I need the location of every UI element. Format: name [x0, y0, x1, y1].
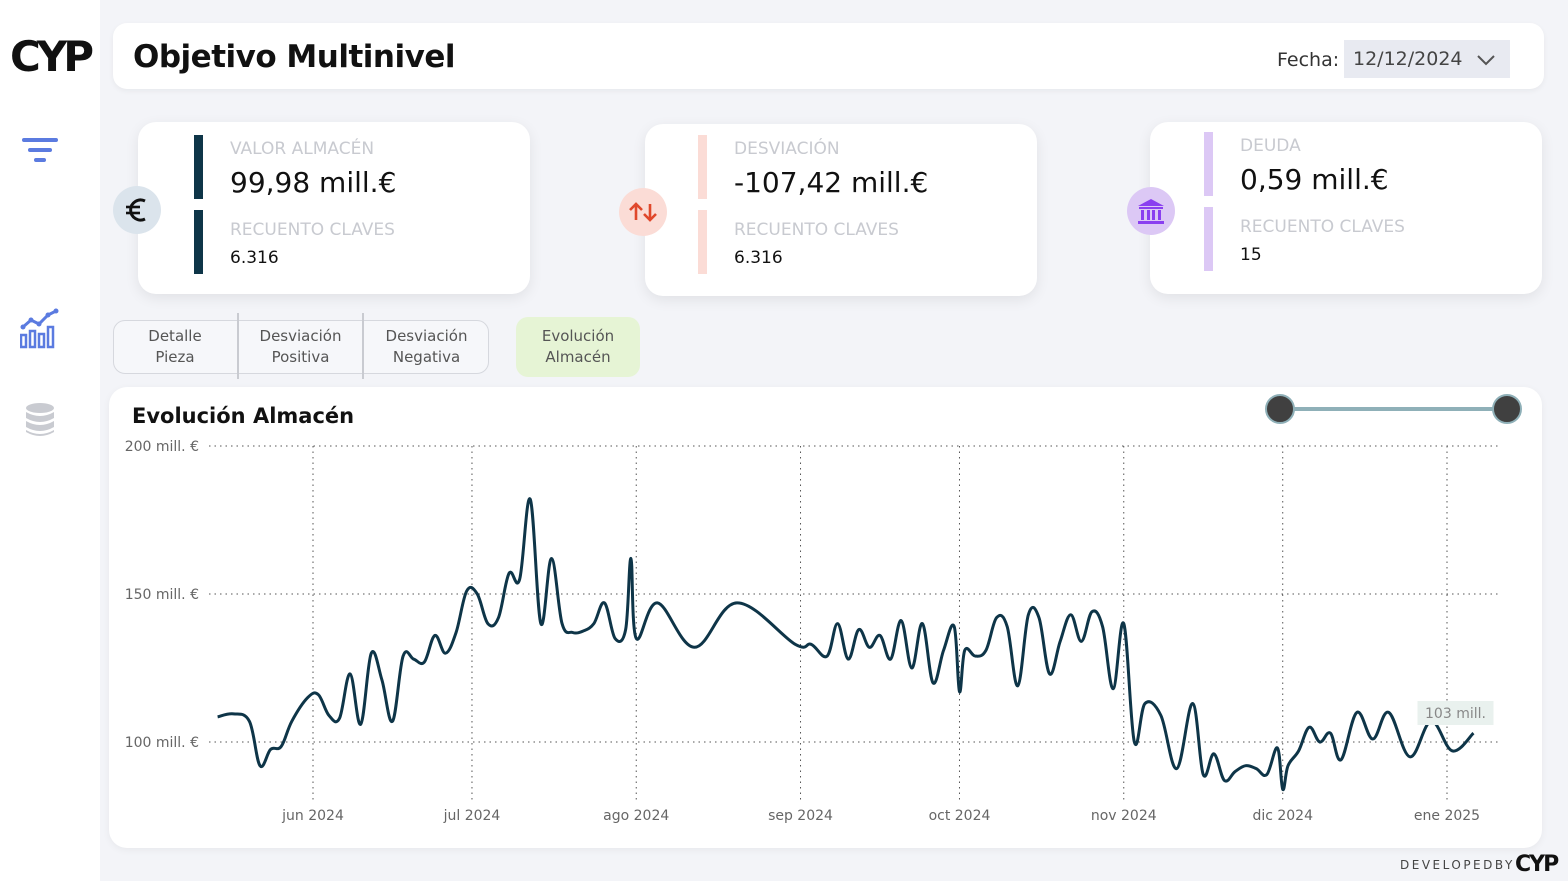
- kpi-accent-bar: [194, 210, 203, 274]
- line-chart: 200 mill. € 150 mill. € 100 mill. € jun 202…: [125, 394, 1522, 824]
- kpi-value: 0,59 mill.€: [1240, 163, 1389, 196]
- x-tick-label: ago 2024: [603, 808, 669, 824]
- kpi-accent-bar: [1204, 207, 1213, 271]
- filter-icon[interactable]: [20, 130, 60, 170]
- page-title: Objetivo Multinivel: [133, 39, 455, 75]
- tab-label: Detalle: [148, 327, 202, 345]
- tab-divider: [362, 313, 364, 379]
- kpi-label: DESVIACIÓN: [734, 139, 840, 159]
- header-bar: Objetivo Multinivel Fecha: 12/12/2024: [113, 23, 1544, 89]
- tab-divider: [237, 313, 239, 379]
- kpi-value: -107,42 mill.€: [734, 166, 929, 199]
- kpi-accent-bar: [698, 210, 707, 274]
- tab-evolucion-almacen[interactable]: Evolución Almacén: [516, 317, 640, 377]
- kpi-value: 99,98 mill.€: [230, 166, 397, 199]
- range-slider-handle-start[interactable]: [1265, 394, 1295, 424]
- kpi-card-deuda: [1150, 122, 1542, 294]
- kpi-accent-bar: [194, 135, 203, 199]
- kpi-accent-bar: [1204, 132, 1213, 196]
- tab-desviacion-positiva[interactable]: Desviación Positiva: [239, 320, 362, 374]
- kpi-count: 6.316: [734, 248, 783, 268]
- range-slider-handle-end[interactable]: [1492, 394, 1522, 424]
- chart-icon[interactable]: [20, 308, 60, 349]
- kpi-count: 6.316: [230, 248, 279, 268]
- chart-title: Evolución Almacén: [132, 404, 355, 428]
- y-tick-label: 100 mill. €: [125, 735, 199, 751]
- tab-label: Positiva: [271, 348, 330, 366]
- arrows-up-down-icon: [619, 188, 667, 236]
- footer-developed-by: DEVELOPEDBY: [1400, 858, 1515, 872]
- data-label-background: [1417, 701, 1494, 725]
- tab-desviacion-negativa[interactable]: Desviación Negativa: [364, 320, 489, 374]
- data-label-last-value: 103 mill.: [1425, 706, 1486, 722]
- sidebar: CYP: [0, 0, 100, 881]
- footer-logo: CYP: [1515, 852, 1559, 877]
- date-label: Fecha:: [1277, 49, 1340, 71]
- tab-label: Desviación: [385, 327, 468, 345]
- tab-label: Almacén: [545, 348, 611, 366]
- kpi-count-label: RECUENTO CLAVES: [1240, 217, 1405, 237]
- tab-label: Evolución: [541, 327, 615, 345]
- euro-icon: [113, 186, 161, 234]
- app-logo: CYP: [10, 32, 94, 81]
- chevron-down-icon: [1476, 50, 1496, 72]
- x-tick-label: oct 2024: [929, 808, 991, 824]
- y-tick-label: 200 mill. €: [125, 439, 199, 455]
- x-tick-label: jun 2024: [281, 808, 344, 824]
- tab-label: Pieza: [155, 348, 195, 366]
- kpi-count: 15: [1240, 245, 1262, 265]
- date-dropdown[interactable]: 12/12/2024: [1344, 40, 1510, 78]
- kpi-card-desviacion: [645, 124, 1037, 296]
- x-tick-label: dic 2024: [1252, 808, 1313, 824]
- database-icon[interactable]: [20, 400, 60, 440]
- chart-card: Evolución Almacén 200 mill. € 150 mill. €…: [109, 387, 1542, 848]
- kpi-card-valor-almacen: [138, 122, 530, 294]
- date-value: 12/12/2024: [1353, 48, 1463, 70]
- kpi-label: DEUDA: [1240, 136, 1301, 156]
- series-line[interactable]: [217, 497, 1475, 792]
- tab-label: Desviación: [259, 327, 342, 345]
- x-tick-label: nov 2024: [1091, 808, 1157, 824]
- kpi-count-label: RECUENTO CLAVES: [734, 220, 899, 240]
- x-tick-label: jul 2024: [443, 808, 501, 824]
- x-tick-label: ene 2025: [1414, 808, 1480, 824]
- kpi-accent-bar: [698, 135, 707, 199]
- x-tick-label: sep 2024: [768, 808, 833, 824]
- tab-detalle-pieza[interactable]: Detalle Pieza: [113, 320, 237, 374]
- kpi-count-label: RECUENTO CLAVES: [230, 220, 395, 240]
- tab-label: Negativa: [392, 348, 461, 366]
- kpi-label: VALOR ALMACÉN: [230, 139, 375, 159]
- y-tick-label: 150 mill. €: [125, 587, 199, 603]
- tab-group: [113, 320, 489, 374]
- bank-icon: [1127, 187, 1175, 235]
